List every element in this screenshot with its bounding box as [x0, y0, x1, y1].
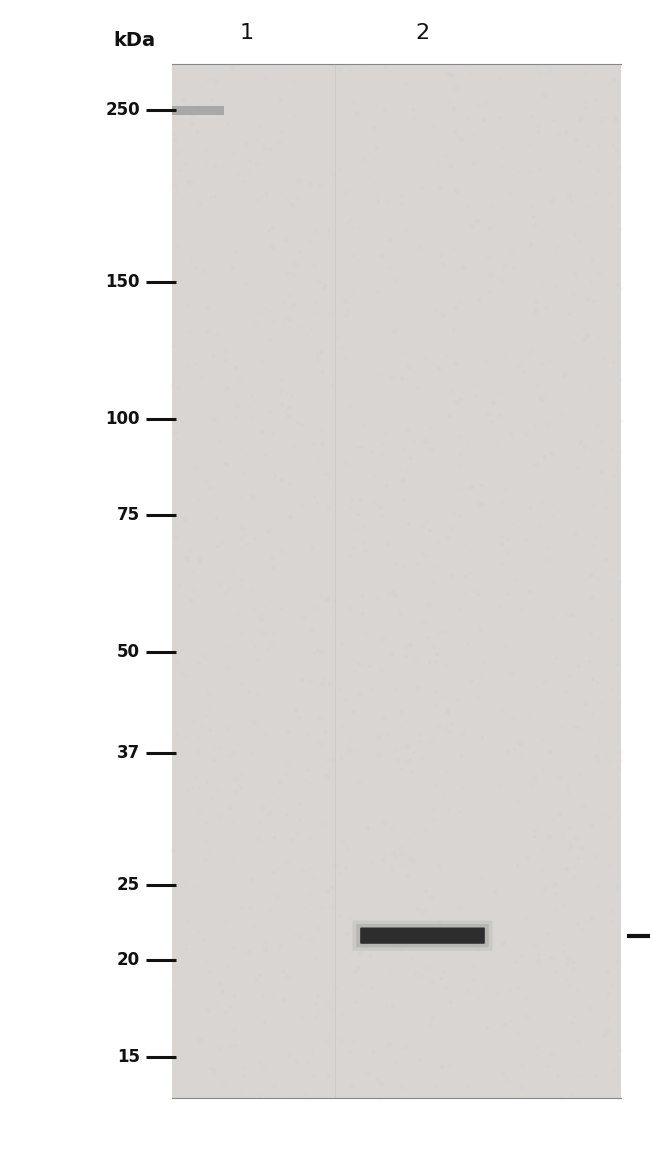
FancyBboxPatch shape: [360, 927, 485, 944]
Text: 15: 15: [117, 1048, 140, 1066]
Text: 150: 150: [105, 273, 140, 292]
Text: 250: 250: [105, 101, 140, 120]
Text: kDa: kDa: [114, 31, 156, 50]
Text: 75: 75: [116, 507, 140, 524]
FancyBboxPatch shape: [352, 920, 493, 951]
Bar: [172, 64, 621, 1098]
FancyBboxPatch shape: [356, 924, 489, 947]
Text: 100: 100: [105, 410, 140, 428]
Text: 2: 2: [415, 23, 430, 43]
Bar: [172, 106, 224, 115]
Text: 20: 20: [116, 951, 140, 969]
Text: 25: 25: [116, 876, 140, 894]
Text: 37: 37: [116, 744, 140, 762]
Text: 1: 1: [240, 23, 254, 43]
Text: 50: 50: [117, 643, 140, 661]
